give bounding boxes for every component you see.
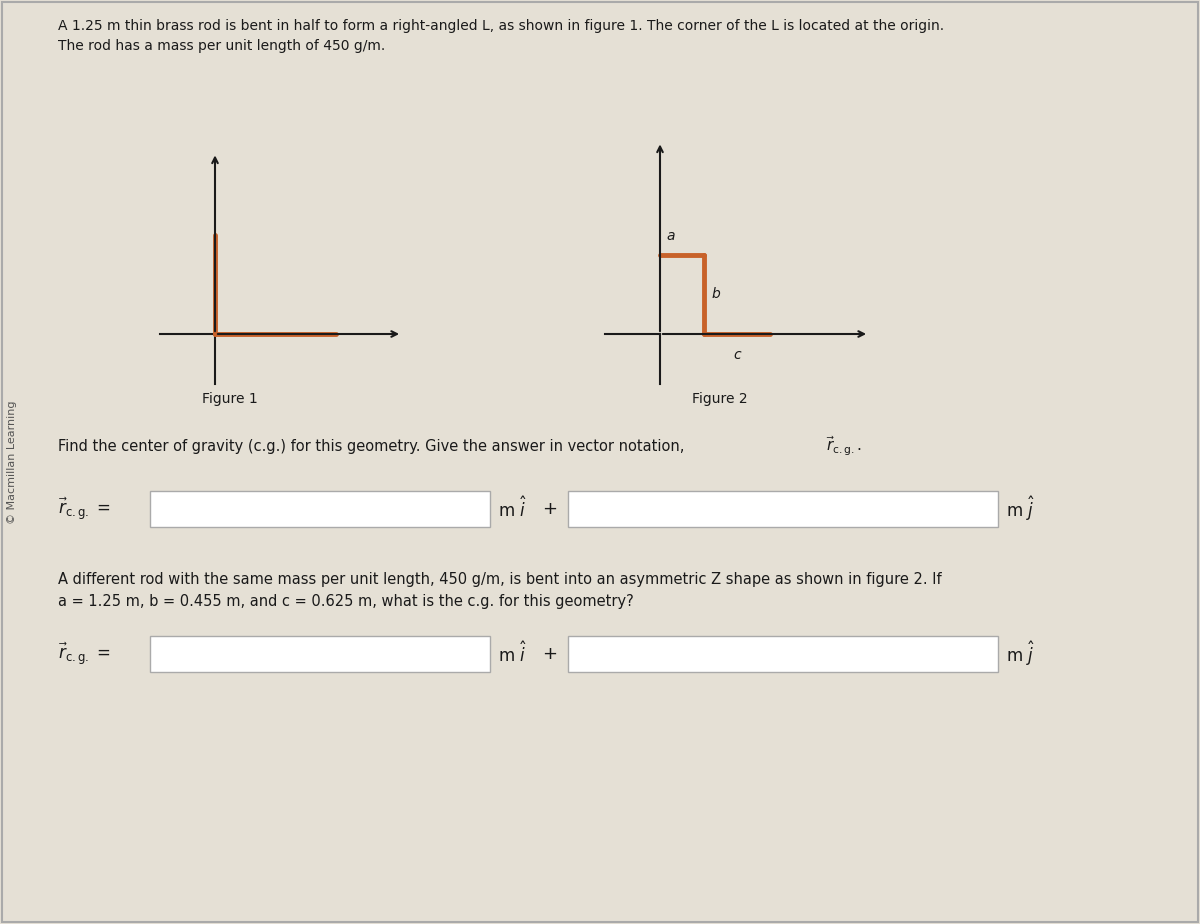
Text: +: + [542, 645, 557, 663]
Text: a: a [666, 229, 674, 243]
Text: Figure 1: Figure 1 [202, 392, 258, 406]
FancyBboxPatch shape [568, 636, 998, 672]
Text: A 1.25 m thin brass rod is bent in half to form a right-angled L, as shown in fi: A 1.25 m thin brass rod is bent in half … [58, 19, 944, 33]
Text: $\vec{r}_{\mathrm{c.g.}}$ =: $\vec{r}_{\mathrm{c.g.}}$ = [58, 495, 110, 522]
Text: m $\hat{j}$: m $\hat{j}$ [1006, 639, 1034, 668]
Text: © Macmillan Learning: © Macmillan Learning [7, 400, 17, 524]
Text: m $\hat{i}$: m $\hat{i}$ [498, 641, 527, 666]
Text: Figure 2: Figure 2 [692, 392, 748, 406]
FancyBboxPatch shape [568, 491, 998, 527]
Text: b: b [710, 287, 720, 301]
Text: a = 1.25 m, b = 0.455 m, and c = 0.625 m, what is the c.g. for this geometry?: a = 1.25 m, b = 0.455 m, and c = 0.625 m… [58, 594, 634, 609]
Text: A different rod with the same mass per unit length, 450 g/m, is bent into an asy: A different rod with the same mass per u… [58, 572, 942, 587]
FancyBboxPatch shape [150, 491, 490, 527]
Text: m $\hat{j}$: m $\hat{j}$ [1006, 494, 1034, 523]
Text: Find the center of gravity (c.g.) for this geometry. Give the answer in vector n: Find the center of gravity (c.g.) for th… [58, 439, 689, 454]
Text: +: + [542, 500, 557, 518]
Text: c: c [733, 348, 740, 362]
Text: $\vec{r}_{\mathrm{c.g.}}$ =: $\vec{r}_{\mathrm{c.g.}}$ = [58, 640, 110, 667]
FancyBboxPatch shape [150, 636, 490, 672]
Text: $\vec{r}_{\mathrm{c.g.}}$.: $\vec{r}_{\mathrm{c.g.}}$. [826, 434, 862, 457]
Text: The rod has a mass per unit length of 450 g/m.: The rod has a mass per unit length of 45… [58, 39, 385, 53]
Text: m $\hat{i}$: m $\hat{i}$ [498, 497, 527, 521]
